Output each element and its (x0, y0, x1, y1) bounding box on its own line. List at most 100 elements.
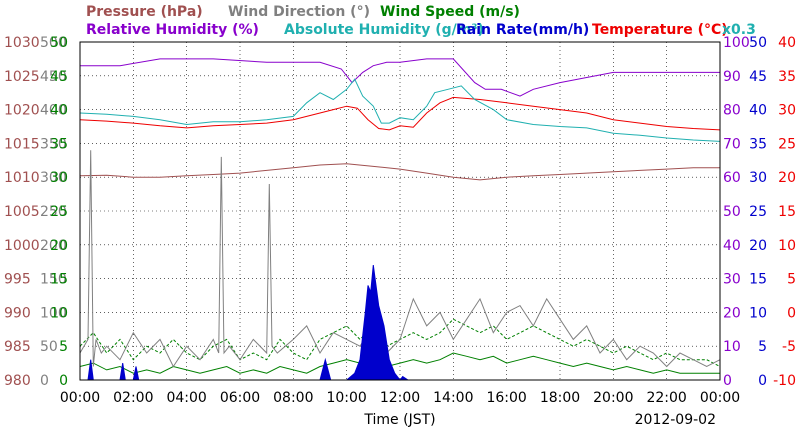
y-tick-rain-rate: 40 (749, 103, 767, 119)
series-wind-speed-m-s (79, 352, 720, 374)
legend-entry: Wind Direction (°) (228, 4, 370, 20)
y-tick-wind-direction: 0 (40, 373, 49, 389)
series-absolute-humidity-g-m (79, 78, 721, 142)
x-tick: 00:00 (60, 390, 100, 406)
y-tick-humidity: 40 (723, 238, 741, 254)
y-tick-wind-speed: 35 (50, 136, 68, 152)
legend: Pressure (hPa) Wind Direction (°) Wind Spe… (86, 4, 756, 38)
y-tick-wind-speed: 40 (50, 103, 68, 119)
y-tick-temperature: 25 (778, 136, 796, 152)
series-rain-rate (80, 265, 720, 381)
y-tick-wind-speed: 5 (59, 339, 68, 355)
y-tick-temperature: 30 (778, 103, 796, 119)
y-tick-pressure: 1025 (4, 69, 40, 85)
legend-entry: Rain Rate(mm/h) (456, 22, 589, 38)
y-tick-rain-rate: 5 (758, 339, 767, 355)
x-axis: 00:00 02:00 04:00 06:00 08:00 10:00 12:00 14:00… (60, 390, 740, 406)
x-tick: 04:00 (166, 390, 206, 406)
grid (79, 41, 721, 381)
series-pressure-hpa (79, 163, 720, 181)
y-tick-temperature: 15 (778, 204, 796, 220)
x-tick: 00:00 (700, 390, 740, 406)
y-tick-pressure: 995 (4, 272, 31, 288)
y-tick-humidity: 30 (723, 272, 741, 288)
y-tick-humidity: 100 (723, 35, 750, 51)
y-tick-temperature: -10 (773, 373, 796, 389)
y-tick-rain-rate: 50 (749, 35, 767, 51)
y-tick-pressure: 1010 (4, 170, 40, 186)
y-tick-rain-rate: 15 (749, 272, 767, 288)
x-tick: 12:00 (380, 390, 420, 406)
y-tick-temperature: 0 (787, 305, 796, 321)
y-tick-wind-speed: 30 (50, 170, 68, 186)
y-tick-humidity: 20 (723, 305, 741, 321)
y-tick-wind-speed: 25 (50, 204, 68, 220)
series-relative-humidity (80, 58, 720, 97)
date-label: 2012-09-02 (635, 412, 716, 428)
y-tick-temperature: 20 (778, 170, 796, 186)
y-tick-wind-speed: 20 (50, 238, 68, 254)
y-tick-humidity: 10 (723, 339, 741, 355)
series-layer (79, 58, 721, 381)
y-tick-wind-direction: 100 (40, 305, 67, 321)
y-tick-humidity: 70 (723, 136, 741, 152)
y-tick-pressure: 1000 (4, 238, 40, 254)
y-tick-pressure: 1005 (4, 204, 40, 220)
series-wind-direction (79, 150, 721, 368)
y-tick-wind-speed: 10 (50, 305, 68, 321)
y-axes: 1030102510201015101010051000995990985980… (4, 35, 796, 389)
y-tick-wind-direction: 250 (40, 204, 67, 220)
legend-entry: Relative Humidity (%) (86, 22, 259, 38)
y-tick-wind-direction: 400 (40, 103, 67, 119)
x-tick: 14:00 (433, 390, 473, 406)
y-tick-humidity: 0 (723, 373, 732, 389)
x-tick: 08:00 (273, 390, 313, 406)
y-tick-temperature: 40 (778, 35, 796, 51)
y-tick-rain-rate: 30 (749, 170, 767, 186)
legend-entry: x0.3 (722, 22, 756, 38)
legend-entry: Wind Speed (m/s) (380, 4, 520, 20)
y-tick-wind-direction: 150 (40, 272, 67, 288)
x-tick: 18:00 (540, 390, 580, 406)
y-tick-wind-direction: 350 (40, 136, 67, 152)
y-tick-rain-rate: 0 (758, 373, 767, 389)
legend-entry: Temperature (°C) (592, 22, 728, 38)
y-tick-wind-speed: 0 (59, 373, 68, 389)
x-tick: 20:00 (593, 390, 633, 406)
y-tick-rain-rate: 35 (749, 136, 767, 152)
y-tick-wind-direction: 50 (40, 339, 58, 355)
y-tick-temperature: 10 (778, 238, 796, 254)
x-tick: 10:00 (326, 390, 366, 406)
x-tick: 02:00 (113, 390, 153, 406)
y-tick-wind-direction: 300 (40, 170, 67, 186)
y-tick-wind-direction: 450 (40, 69, 67, 85)
y-tick-wind-speed: 15 (50, 272, 68, 288)
y-tick-pressure: 1030 (4, 35, 40, 51)
y-tick-rain-rate: 10 (749, 305, 767, 321)
y-tick-rain-rate: 25 (749, 204, 767, 220)
y-tick-wind-speed: 45 (50, 69, 68, 85)
y-tick-pressure: 1015 (4, 136, 40, 152)
y-tick-rain-rate: 45 (749, 69, 767, 85)
x-tick: 06:00 (220, 390, 260, 406)
y-tick-pressure: 980 (4, 373, 31, 389)
y-tick-temperature: -5 (782, 339, 796, 355)
y-tick-pressure: 990 (4, 305, 31, 321)
y-tick-humidity: 80 (723, 103, 741, 119)
y-tick-temperature: 35 (778, 69, 796, 85)
y-tick-wind-direction: 200 (40, 238, 67, 254)
plot-frame (79, 41, 721, 381)
y-tick-humidity: 90 (723, 69, 741, 85)
y-tick-humidity: 50 (723, 204, 741, 220)
y-tick-rain-rate: 20 (749, 238, 767, 254)
y-tick-pressure: 985 (4, 339, 31, 355)
legend-entry: Absolute Humidity (g/m³) (284, 22, 484, 38)
x-axis-label: Time (JST) (363, 412, 435, 428)
x-tick: 16:00 (486, 390, 526, 406)
legend-entry: Pressure (hPa) (86, 4, 203, 20)
y-tick-humidity: 60 (723, 170, 741, 186)
x-tick: 22:00 (646, 390, 686, 406)
series-temperature-c (79, 96, 721, 131)
